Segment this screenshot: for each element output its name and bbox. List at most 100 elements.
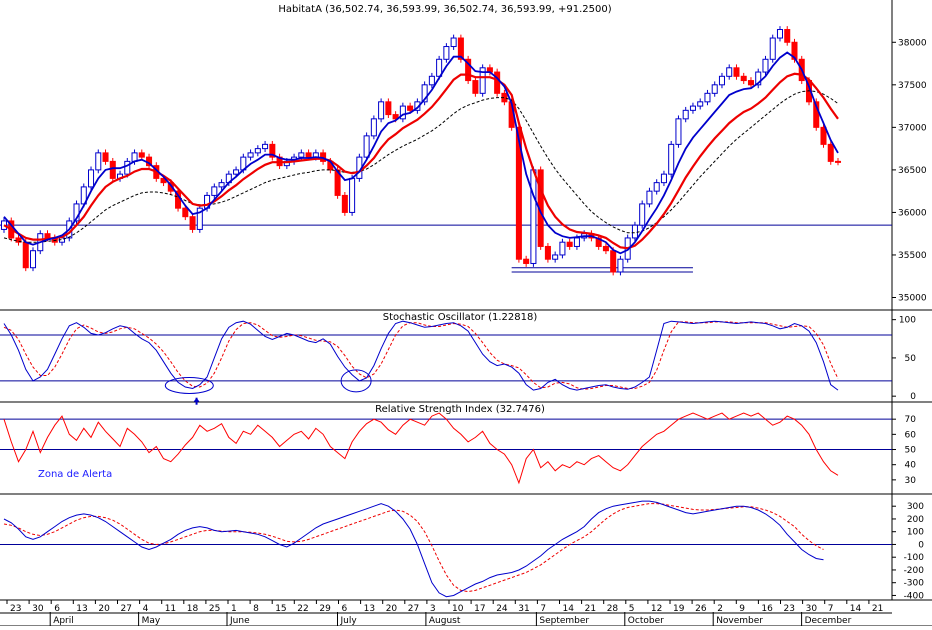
candle-body — [363, 135, 370, 158]
rsi-tick-label: 70 — [905, 415, 917, 425]
stoch-tick-label: 0 — [910, 392, 916, 402]
price-tick-label: 38000 — [898, 38, 927, 48]
candle-body — [472, 80, 479, 94]
candle-body — [189, 216, 196, 230]
x-day-tick-label: 15 — [275, 604, 286, 614]
candle-body — [711, 84, 718, 94]
x-day-tick-label: 18 — [187, 604, 199, 614]
candle-body — [334, 169, 341, 196]
candle-body — [109, 160, 116, 179]
x-day-tick-label: 14 — [850, 604, 862, 614]
x-month-label: June — [229, 616, 250, 626]
candle-body — [399, 105, 406, 120]
candle-body — [262, 143, 269, 150]
osc-signal-line — [3, 503, 824, 593]
candle-body — [827, 143, 834, 162]
candle-body — [602, 245, 609, 252]
x-day-tick-label: 19 — [673, 604, 685, 614]
candle-body — [747, 80, 754, 86]
candle-body — [88, 169, 95, 188]
candle-body — [523, 258, 530, 264]
x-month-label: October — [628, 616, 664, 626]
candle-body — [675, 118, 682, 145]
candle-body — [494, 71, 501, 94]
candle-body — [646, 190, 653, 205]
osc-tick-label: 0 — [918, 540, 924, 550]
rsi-line — [3, 412, 839, 485]
x-day-tick-label: 6 — [54, 604, 60, 614]
x-day-tick-label: 30 — [32, 604, 44, 614]
candle-body — [660, 173, 667, 184]
candle-body — [0, 220, 8, 230]
osc-tick-label: -100 — [904, 553, 925, 563]
x-day-tick-label: 21 — [585, 604, 596, 614]
candle-body — [530, 169, 537, 264]
candle-body — [566, 241, 573, 247]
candle-body — [247, 152, 254, 158]
candle-body — [392, 114, 399, 120]
stoch-k-line — [3, 320, 839, 391]
candle-body — [443, 46, 450, 60]
candle-body — [465, 58, 472, 82]
osc-tick-label: 200 — [907, 515, 924, 525]
price-panel: 35000 35500 36000 36500 37000 37500 38000 — [0, 26, 927, 303]
candle-body — [668, 143, 675, 175]
price-tick-label: 37500 — [898, 81, 927, 91]
osc-tick-label: -300 — [904, 579, 925, 589]
candle-body — [22, 241, 29, 269]
x-month-label: July — [340, 616, 358, 626]
candle-body — [378, 101, 385, 120]
price-tick-label: 36500 — [898, 166, 927, 176]
candle-body — [254, 148, 261, 154]
candle-body — [421, 84, 428, 103]
candle-body — [305, 152, 312, 158]
candle-body — [697, 101, 704, 107]
x-day-tick-label: 5 — [629, 604, 635, 614]
price-tick-label: 37000 — [898, 123, 927, 133]
candle-body — [124, 160, 131, 175]
candle-body — [167, 182, 174, 192]
x-month-label: November — [716, 616, 763, 626]
ma-red-line — [3, 72, 839, 250]
candle-body — [407, 105, 414, 111]
x-day-tick-label: 22 — [297, 604, 308, 614]
stoch-tick-label: 100 — [899, 316, 916, 326]
price-tick-label: 35000 — [898, 293, 927, 303]
x-day-tick-label: 10 — [452, 604, 464, 614]
candle-body — [44, 233, 51, 239]
x-month-label: May — [142, 616, 161, 626]
candle-body — [196, 207, 203, 230]
candle-body — [370, 118, 377, 137]
candle-body — [733, 67, 740, 77]
x-day-tick-label: 23 — [10, 604, 21, 614]
candle-body — [138, 152, 145, 158]
x-day-tick-label: 27 — [408, 604, 419, 614]
price-panel-title: HabitatA (36,502.74, 36,593.99, 36,502.7… — [278, 4, 611, 15]
candle-body — [552, 254, 559, 260]
candle-body — [617, 258, 624, 273]
candle-body — [784, 29, 791, 43]
x-day-tick-label: 24 — [496, 604, 508, 614]
candle-body — [428, 75, 435, 86]
price-tick-label: 35500 — [898, 251, 927, 261]
x-day-tick-label: 23 — [784, 604, 795, 614]
x-day-tick-label: 11 — [165, 604, 176, 614]
candle-body — [457, 37, 464, 60]
x-day-tick-label: 29 — [319, 604, 331, 614]
candle-body — [813, 101, 820, 128]
ma-blue-line — [3, 51, 839, 255]
candle-body — [704, 92, 711, 103]
x-day-tick-label: 9 — [739, 604, 745, 614]
osc-tick-label: -400 — [904, 591, 925, 601]
candle-body — [834, 160, 842, 163]
x-day-tick-label: 31 — [518, 604, 529, 614]
candle-body — [689, 105, 696, 111]
x-day-tick-label: 1 — [231, 604, 237, 614]
x-day-tick-label: 13 — [364, 604, 375, 614]
x-day-tick-label: 6 — [342, 604, 348, 614]
osc-main-line — [3, 500, 824, 598]
candle-body — [349, 177, 356, 213]
candle-body — [341, 194, 348, 213]
candle-body — [95, 152, 102, 171]
